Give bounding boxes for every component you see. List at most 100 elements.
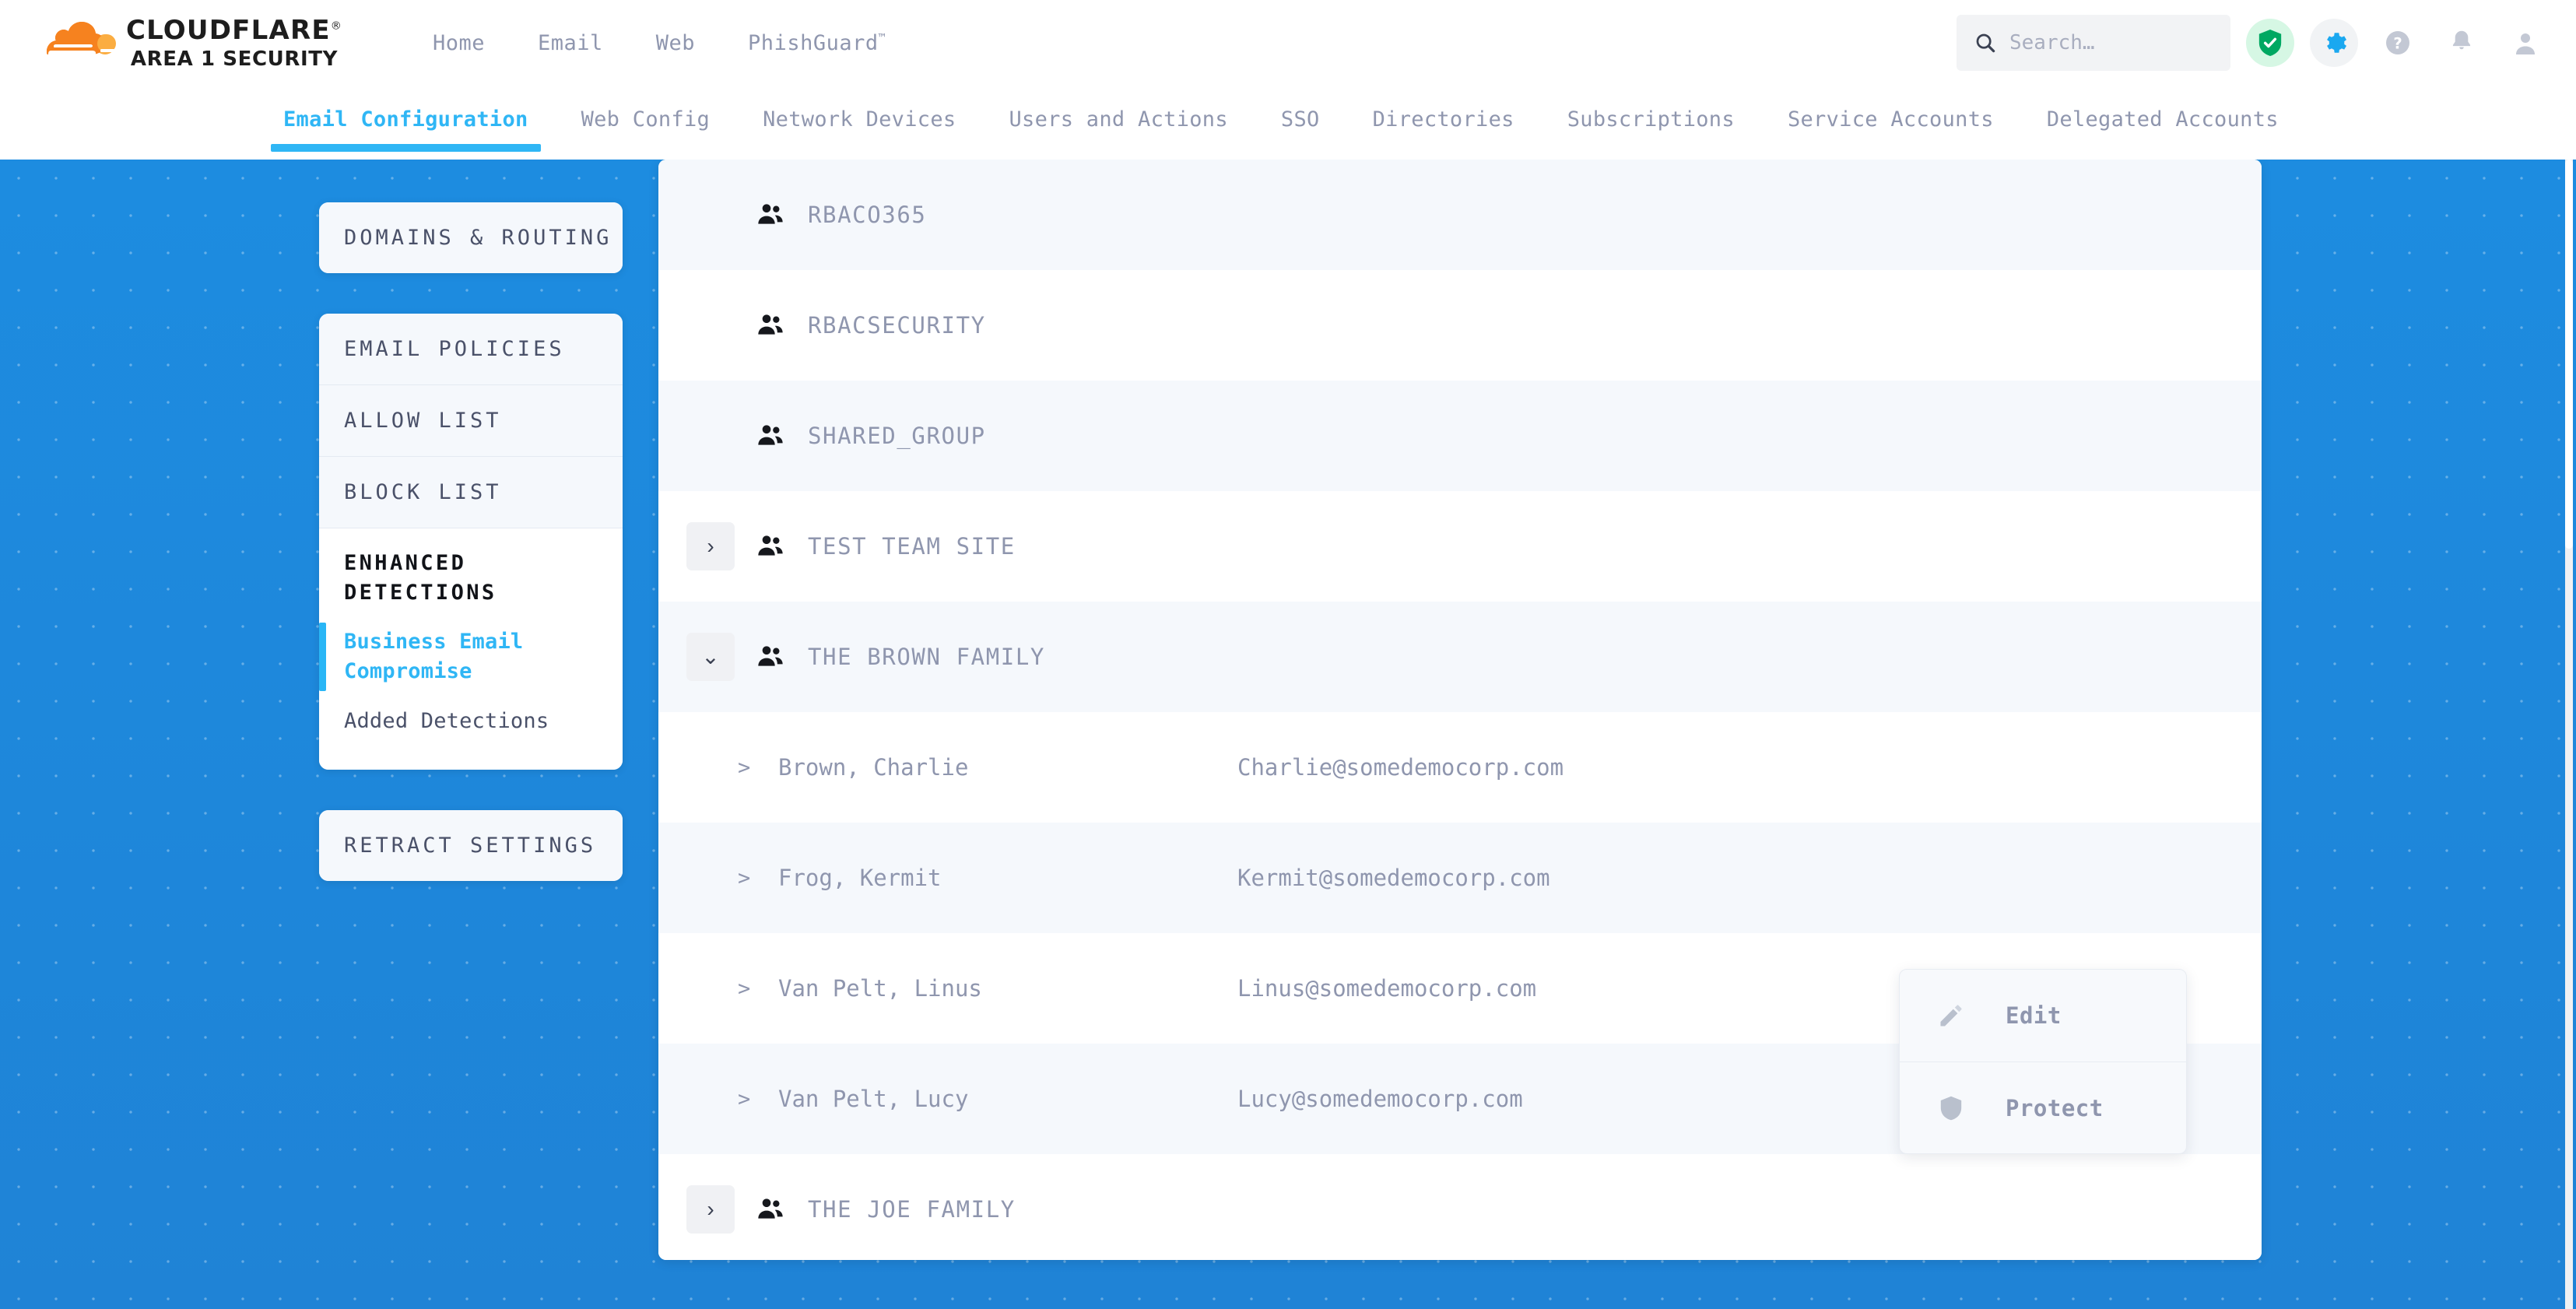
sidebar-item-email-policies[interactable]: EMAIL POLICIES — [319, 314, 623, 384]
expand-chevron-right-icon[interactable]: › — [686, 1185, 735, 1234]
account-glyph — [2516, 33, 2535, 54]
group-name: RBACO365 — [808, 202, 927, 228]
pencil-icon — [1940, 1005, 1962, 1026]
cloudflare-cloud-icon — [47, 22, 116, 54]
brand-tagline: AREA 1 SECURITY — [130, 47, 339, 71]
tab-network-devices[interactable]: Network Devices — [763, 107, 956, 132]
member-name: Van Pelt, Linus — [778, 975, 982, 1002]
brand-tm: ® — [330, 19, 342, 33]
member-email: Kermit@somedemocorp.com — [1237, 865, 1550, 891]
member-email: Charlie@somedemocorp.com — [1237, 754, 1564, 781]
bell-icon[interactable] — [2437, 19, 2486, 67]
member-name: Frog, Kermit — [778, 865, 942, 891]
member-name: Van Pelt, Lucy — [778, 1086, 969, 1112]
tab-delegated-accounts[interactable]: Delegated Accounts — [2046, 107, 2279, 132]
group-icon — [758, 646, 783, 666]
account-icon[interactable] — [2501, 19, 2550, 67]
member-email: Linus@somedemocorp.com — [1237, 975, 1537, 1002]
table-row[interactable]: SHARED_GROUP 0/0 — [658, 381, 2262, 491]
sidebar-item-added-detections[interactable]: Added Detections — [344, 709, 549, 734]
gear-icon[interactable] — [2310, 19, 2358, 67]
group-name: SHARED_GROUP — [808, 423, 986, 449]
page-scrollbar[interactable] — [2565, 160, 2573, 1309]
shield-check-glyph — [2258, 30, 2282, 56]
group-icon — [758, 204, 783, 224]
groups-table-card: RBACO365 0/0 RBACSECURITY 0/0 — [658, 160, 2262, 1260]
group-name: THE BROWN FAMILY — [808, 644, 1045, 670]
bell-glyph — [2452, 30, 2471, 50]
page-body: DOMAINS & ROUTING EMAIL POLICIES ALLOW L… — [0, 160, 2576, 1309]
search-icon — [1976, 33, 1995, 53]
tab-directories[interactable]: Directories — [1372, 107, 1514, 132]
brand-name: CLOUDFLARE — [126, 14, 331, 46]
sidebar-section-enhanced-detections: ENHANCED DETECTIONS Business Email Compr… — [319, 528, 623, 770]
group-name: RBACSECURITY — [808, 312, 986, 339]
search-input[interactable] — [2009, 31, 2204, 54]
expand-chevron-right-icon[interactable]: › — [686, 522, 735, 570]
tab-email-configuration[interactable]: Email Configuration — [257, 86, 555, 152]
scrollbar-thumb[interactable] — [2565, 160, 2573, 549]
help-glyph: ? — [2386, 31, 2409, 54]
group-icon — [758, 535, 783, 556]
help-icon[interactable]: ? — [2374, 19, 2422, 67]
chevron-glyph: ⌄ — [701, 644, 720, 669]
brand-wordmark: CLOUDFLARE® AREA 1 SECURITY — [126, 17, 342, 69]
sidebar-item-domains-routing[interactable]: DOMAINS & ROUTING — [319, 202, 623, 273]
shield-check-icon[interactable] — [2246, 19, 2294, 67]
sidebar-section-title: ENHANCED DETECTIONS — [344, 551, 497, 605]
collapse-chevron-down-icon[interactable]: ⌄ — [686, 633, 735, 681]
tab-users-and-actions[interactable]: Users and Actions — [1009, 107, 1228, 132]
chevron-glyph: › — [707, 1197, 714, 1221]
sidebar-card-domains: DOMAINS & ROUTING — [319, 202, 623, 273]
search-box[interactable] — [1957, 15, 2230, 71]
group-icon — [758, 425, 783, 445]
member-name: Brown, Charlie — [778, 754, 969, 781]
nav-item-phishguard[interactable]: PhishGuard™ — [721, 31, 912, 55]
group-icon — [758, 1198, 783, 1219]
menu-item-label: Protect — [2006, 1094, 2104, 1121]
chevron-glyph: › — [707, 534, 714, 558]
member-arrow-icon: > — [738, 865, 751, 890]
groups-table: RBACO365 0/0 RBACSECURITY 0/0 — [658, 160, 2262, 1260]
member-arrow-icon: > — [738, 755, 751, 780]
sidebar-item-business-email-compromise[interactable]: Business Email Compromise — [319, 621, 599, 693]
sidebar-card-policies: EMAIL POLICIES ALLOW LIST BLOCK LIST ENH… — [319, 314, 623, 770]
secondary-nav: Email Configuration Web Config Network D… — [0, 86, 2576, 160]
top-bar: CLOUDFLARE® AREA 1 SECURITY Home Email W… — [0, 0, 2576, 86]
brand-logo[interactable]: CLOUDFLARE® AREA 1 SECURITY — [31, 17, 342, 69]
member-arrow-icon: > — [738, 976, 751, 1001]
table-row[interactable]: RBACO365 0/0 — [658, 160, 2262, 270]
nav-label: Web — [655, 30, 696, 55]
nav-label: PhishGuard — [748, 30, 879, 55]
svg-text:?: ? — [2393, 35, 2402, 53]
trademark-symbol: ™ — [878, 30, 886, 45]
sidebar: DOMAINS & ROUTING EMAIL POLICIES ALLOW L… — [319, 202, 623, 921]
menu-item-protect[interactable]: Protect — [1900, 1062, 2186, 1153]
tab-web-config[interactable]: Web Config — [581, 107, 711, 132]
table-row[interactable]: > Brown, Charlie Charlie@somedemocorp.co… — [658, 712, 2262, 823]
nav-item-web[interactable]: Web — [630, 31, 721, 55]
table-row[interactable]: › TEST TEAM SITE 0/1 — [658, 491, 2262, 602]
group-icon — [758, 314, 783, 335]
tab-subscriptions[interactable]: Subscriptions — [1567, 107, 1735, 132]
table-row[interactable]: › THE JOE FAMILY 0/5 — [658, 1154, 2262, 1260]
menu-item-edit[interactable]: Edit — [1900, 970, 2186, 1062]
sidebar-item-block-list[interactable]: BLOCK LIST — [319, 456, 623, 528]
table-row[interactable]: RBACSECURITY 0/0 — [658, 270, 2262, 381]
sidebar-item-allow-list[interactable]: ALLOW LIST — [319, 384, 623, 456]
sidebar-item-retract-settings[interactable]: RETRACT SETTINGS — [319, 809, 623, 881]
top-bar-actions: ? — [1957, 0, 2550, 86]
sidebar-card-retract: RETRACT SETTINGS — [319, 809, 623, 881]
tab-sso[interactable]: SSO — [1280, 107, 1320, 132]
primary-nav: Home Email Web PhishGuard™ — [406, 31, 912, 55]
gear-glyph — [2327, 33, 2347, 53]
tab-service-accounts[interactable]: Service Accounts — [1787, 107, 1994, 132]
nav-item-home[interactable]: Home — [406, 31, 511, 55]
row-context-menu: Edit Protect — [1899, 969, 2187, 1154]
group-name: TEST TEAM SITE — [808, 533, 1016, 560]
table-row[interactable]: > Frog, Kermit Kermit@somedemocorp.com — [658, 823, 2262, 933]
shield-icon — [1940, 1096, 1962, 1120]
nav-item-email[interactable]: Email — [511, 31, 630, 55]
table-row[interactable]: ⌄ THE BROWN FAMILY 0/4 — [658, 602, 2262, 712]
nav-label: Email — [537, 30, 603, 55]
